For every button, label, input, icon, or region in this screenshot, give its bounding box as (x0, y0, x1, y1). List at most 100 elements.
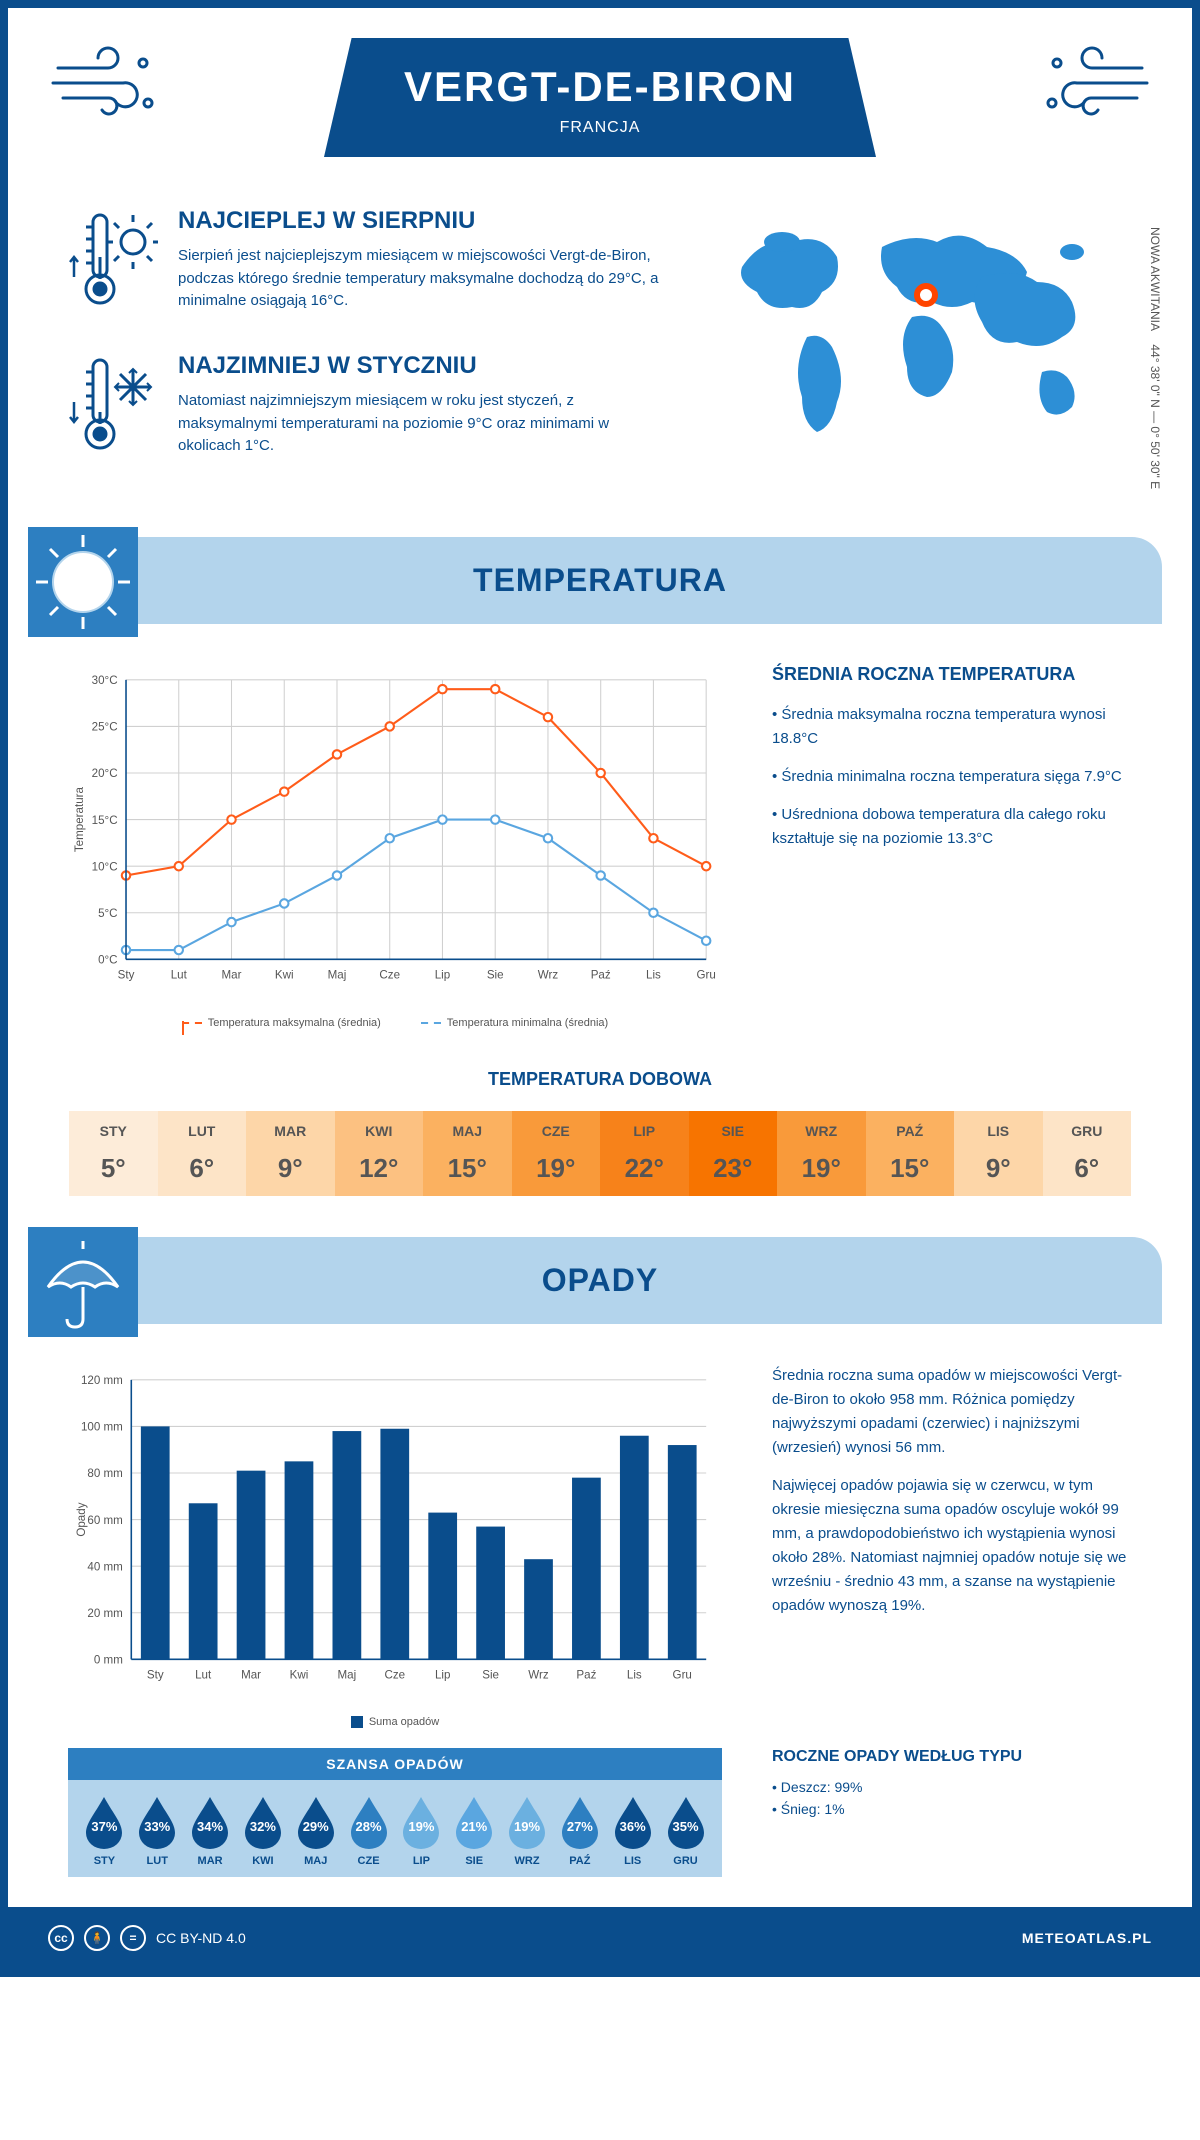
rain-chance-month: LUT (131, 1855, 184, 1867)
sun-icon (28, 527, 138, 637)
daily-temp-cell: GRU 6° (1043, 1111, 1132, 1196)
daily-temp-cell: MAJ15° (423, 1111, 512, 1196)
footer: cc 🧍 = CC BY-ND 4.0 METEOATLAS.PL (8, 1907, 1192, 1969)
svg-text:15°C: 15°C (92, 814, 118, 827)
coord-region: NOWA AKWITANIA (1148, 227, 1162, 331)
rain-chance-cell: 28% CZE (342, 1795, 395, 1867)
svg-text:5°C: 5°C (98, 907, 117, 920)
daily-value: 22° (604, 1153, 685, 1184)
svg-text:Paź: Paź (576, 1668, 596, 1681)
rain-chance-month: PAŹ (553, 1855, 606, 1867)
daily-value: 19° (516, 1153, 597, 1184)
title-banner: VERGT-DE-BIRON FRANCJA (324, 38, 876, 157)
rain-chance-pct: 28% (356, 1819, 382, 1834)
svg-text:25°C: 25°C (92, 721, 118, 734)
precip-by-type: ROCZNE OPADY WEDŁUG TYPU • Deszcz: 99%• … (772, 1748, 1132, 1821)
rain-chance-pct: 32% (250, 1819, 276, 1834)
fact-cold-body: Natomiast najzimniejszym miesiącem w rok… (178, 390, 672, 458)
daily-value: 5° (73, 1153, 154, 1184)
daily-temp-title: TEMPERATURA DOBOWA (68, 1069, 1132, 1090)
svg-text:40 mm: 40 mm (87, 1560, 122, 1573)
temperature-info: ŚREDNIA ROCZNA TEMPERATURA • Średnia mak… (772, 664, 1132, 1029)
rain-chance-pct: 35% (673, 1819, 699, 1834)
svg-text:Mar: Mar (241, 1668, 261, 1681)
bottom-row: SZANSA OPADÓW 37% STY 33% LUT 34% MAR (8, 1748, 1192, 1907)
svg-text:Gru: Gru (673, 1668, 692, 1681)
svg-text:Sty: Sty (147, 1668, 164, 1681)
svg-text:Temperatura: Temperatura (73, 786, 86, 852)
legend-precip-label: Suma opadów (369, 1716, 439, 1728)
rain-chance-month: MAR (184, 1855, 237, 1867)
svg-text:Sie: Sie (482, 1668, 499, 1681)
world-map-container: NOWA AKWITANIA 44° 38' 0" N — 0° 50' 30"… (712, 207, 1132, 497)
svg-text:0°C: 0°C (98, 954, 117, 967)
daily-value: 9° (250, 1153, 331, 1184)
daily-temp-cell: LIS9° (954, 1111, 1043, 1196)
svg-text:Lut: Lut (171, 968, 188, 981)
daily-month: LUT (162, 1123, 243, 1139)
fact-cold-title: NAJZIMNIEJ W STYCZNIU (178, 352, 672, 380)
fact-hottest: NAJCIEPLEJ W SIERPNIU Sierpień jest najc… (68, 207, 672, 322)
rain-chance-month: KWI (236, 1855, 289, 1867)
temperature-line-chart: 0°C5°C10°C15°C20°C25°C30°CStyLutMarKwiMa… (68, 664, 722, 1002)
svg-text:Cze: Cze (384, 1668, 405, 1681)
svg-text:60 mm: 60 mm (87, 1513, 122, 1526)
svg-text:Lut: Lut (195, 1668, 212, 1681)
rain-chance-cell: 36% LIS (606, 1795, 659, 1867)
raindrop-icon: 19% (505, 1795, 549, 1849)
svg-text:Lis: Lis (646, 968, 661, 981)
svg-text:Gru: Gru (697, 968, 716, 981)
daily-temp-cell: SIE23° (689, 1111, 778, 1196)
fact-hot-title: NAJCIEPLEJ W SIERPNIU (178, 207, 672, 235)
rain-chance-month: LIS (606, 1855, 659, 1867)
svg-text:Wrz: Wrz (538, 968, 559, 981)
daily-month: MAJ (427, 1123, 508, 1139)
daily-month: GRU (1047, 1123, 1128, 1139)
temperature-chart-row: 0°C5°C10°C15°C20°C25°C30°CStyLutMarKwiMa… (8, 624, 1192, 1049)
raindrop-icon: 37% (82, 1795, 126, 1849)
daily-month: WRZ (781, 1123, 862, 1139)
coordinates: NOWA AKWITANIA 44° 38' 0" N — 0° 50' 30"… (1148, 227, 1162, 489)
precip-info-paragraph: Średnia roczna suma opadów w miejscowośc… (772, 1364, 1132, 1460)
rain-chance-month: SIE (448, 1855, 501, 1867)
svg-text:30°C: 30°C (92, 674, 118, 687)
daily-value: 9° (958, 1153, 1039, 1184)
rain-chance-cell: 19% WRZ (501, 1795, 554, 1867)
raindrop-icon: 28% (347, 1795, 391, 1849)
svg-text:Maj: Maj (338, 1668, 357, 1681)
raindrop-icon: 21% (452, 1795, 496, 1849)
svg-text:10°C: 10°C (92, 860, 118, 873)
raindrop-icon: 29% (294, 1795, 338, 1849)
svg-text:Paź: Paź (591, 968, 611, 981)
rain-chance-pct: 33% (144, 1819, 170, 1834)
precip-type-item: • Deszcz: 99% (772, 1776, 1132, 1798)
daily-value: 15° (870, 1153, 951, 1184)
rain-chance-cell: 32% KWI (236, 1795, 289, 1867)
daily-value: 6° (1047, 1153, 1128, 1184)
page-subtitle: FRANCJA (404, 119, 796, 137)
svg-text:Kwi: Kwi (275, 968, 294, 981)
raindrop-icon: 32% (241, 1795, 285, 1849)
rain-chance-pct: 34% (197, 1819, 223, 1834)
rain-chance-cell: 33% LUT (131, 1795, 184, 1867)
daily-temp-cell: LUT6° (158, 1111, 247, 1196)
daily-temp-cell: CZE19° (512, 1111, 601, 1196)
fact-coldest: NAJZIMNIEJ W STYCZNIU Natomiast najzimni… (68, 352, 672, 467)
daily-temp-cell: KWI12° (335, 1111, 424, 1196)
daily-month: STY (73, 1123, 154, 1139)
svg-text:Lip: Lip (435, 1668, 450, 1681)
rain-chance-cell: 29% MAJ (289, 1795, 342, 1867)
svg-text:Sty: Sty (118, 968, 135, 981)
daily-temp-cell: PAŹ15° (866, 1111, 955, 1196)
fact-cold-text: NAJZIMNIEJ W STYCZNIU Natomiast najzimni… (178, 352, 672, 467)
daily-temperature: TEMPERATURA DOBOWA STY5°LUT6°MAR9°KWI12°… (8, 1049, 1192, 1237)
daily-value: 23° (693, 1153, 774, 1184)
rain-chance-month: WRZ (501, 1855, 554, 1867)
svg-text:Mar: Mar (222, 968, 242, 981)
temp-legend: Temperatura maksymalna (średnia) Tempera… (68, 1017, 722, 1029)
raindrop-icon: 34% (188, 1795, 232, 1849)
rain-chance-cell: 21% SIE (448, 1795, 501, 1867)
rain-chance-pct: 21% (461, 1819, 487, 1834)
daily-temp-cell: WRZ19° (777, 1111, 866, 1196)
daily-month: MAR (250, 1123, 331, 1139)
